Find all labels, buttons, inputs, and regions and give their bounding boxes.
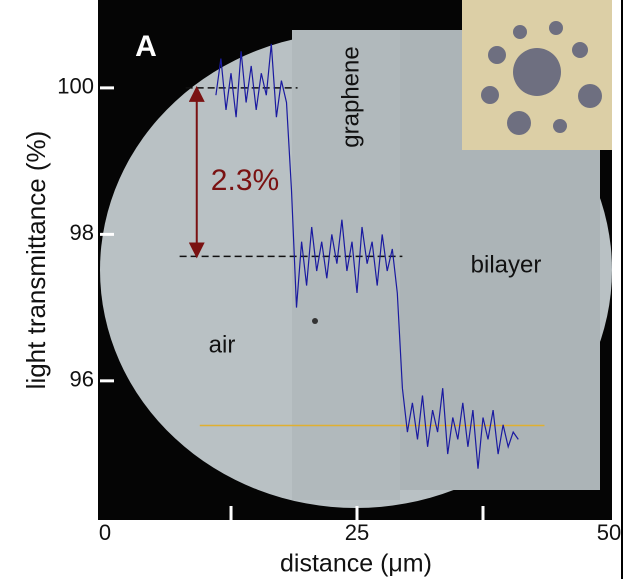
panel-label: A	[135, 30, 157, 63]
inset	[462, 0, 612, 150]
y-axis-label: light transmittance (%)	[21, 131, 51, 390]
y-tick-label: 100	[57, 74, 94, 99]
annotation: graphene	[337, 46, 364, 147]
annotation: 2.3%	[211, 164, 279, 197]
speck	[312, 318, 318, 324]
annotation: bilayer	[471, 251, 542, 278]
x-tick-label: 0	[99, 520, 111, 545]
x-axis-label: distance (μm)	[280, 550, 432, 578]
annotation: air	[209, 331, 236, 358]
y-tick-label: 96	[70, 367, 94, 392]
transmittance-line	[215, 43, 519, 469]
x-tick-label: 25	[345, 520, 369, 545]
y-tick-label: 98	[70, 220, 94, 245]
x-tick-label: 50	[597, 520, 621, 545]
